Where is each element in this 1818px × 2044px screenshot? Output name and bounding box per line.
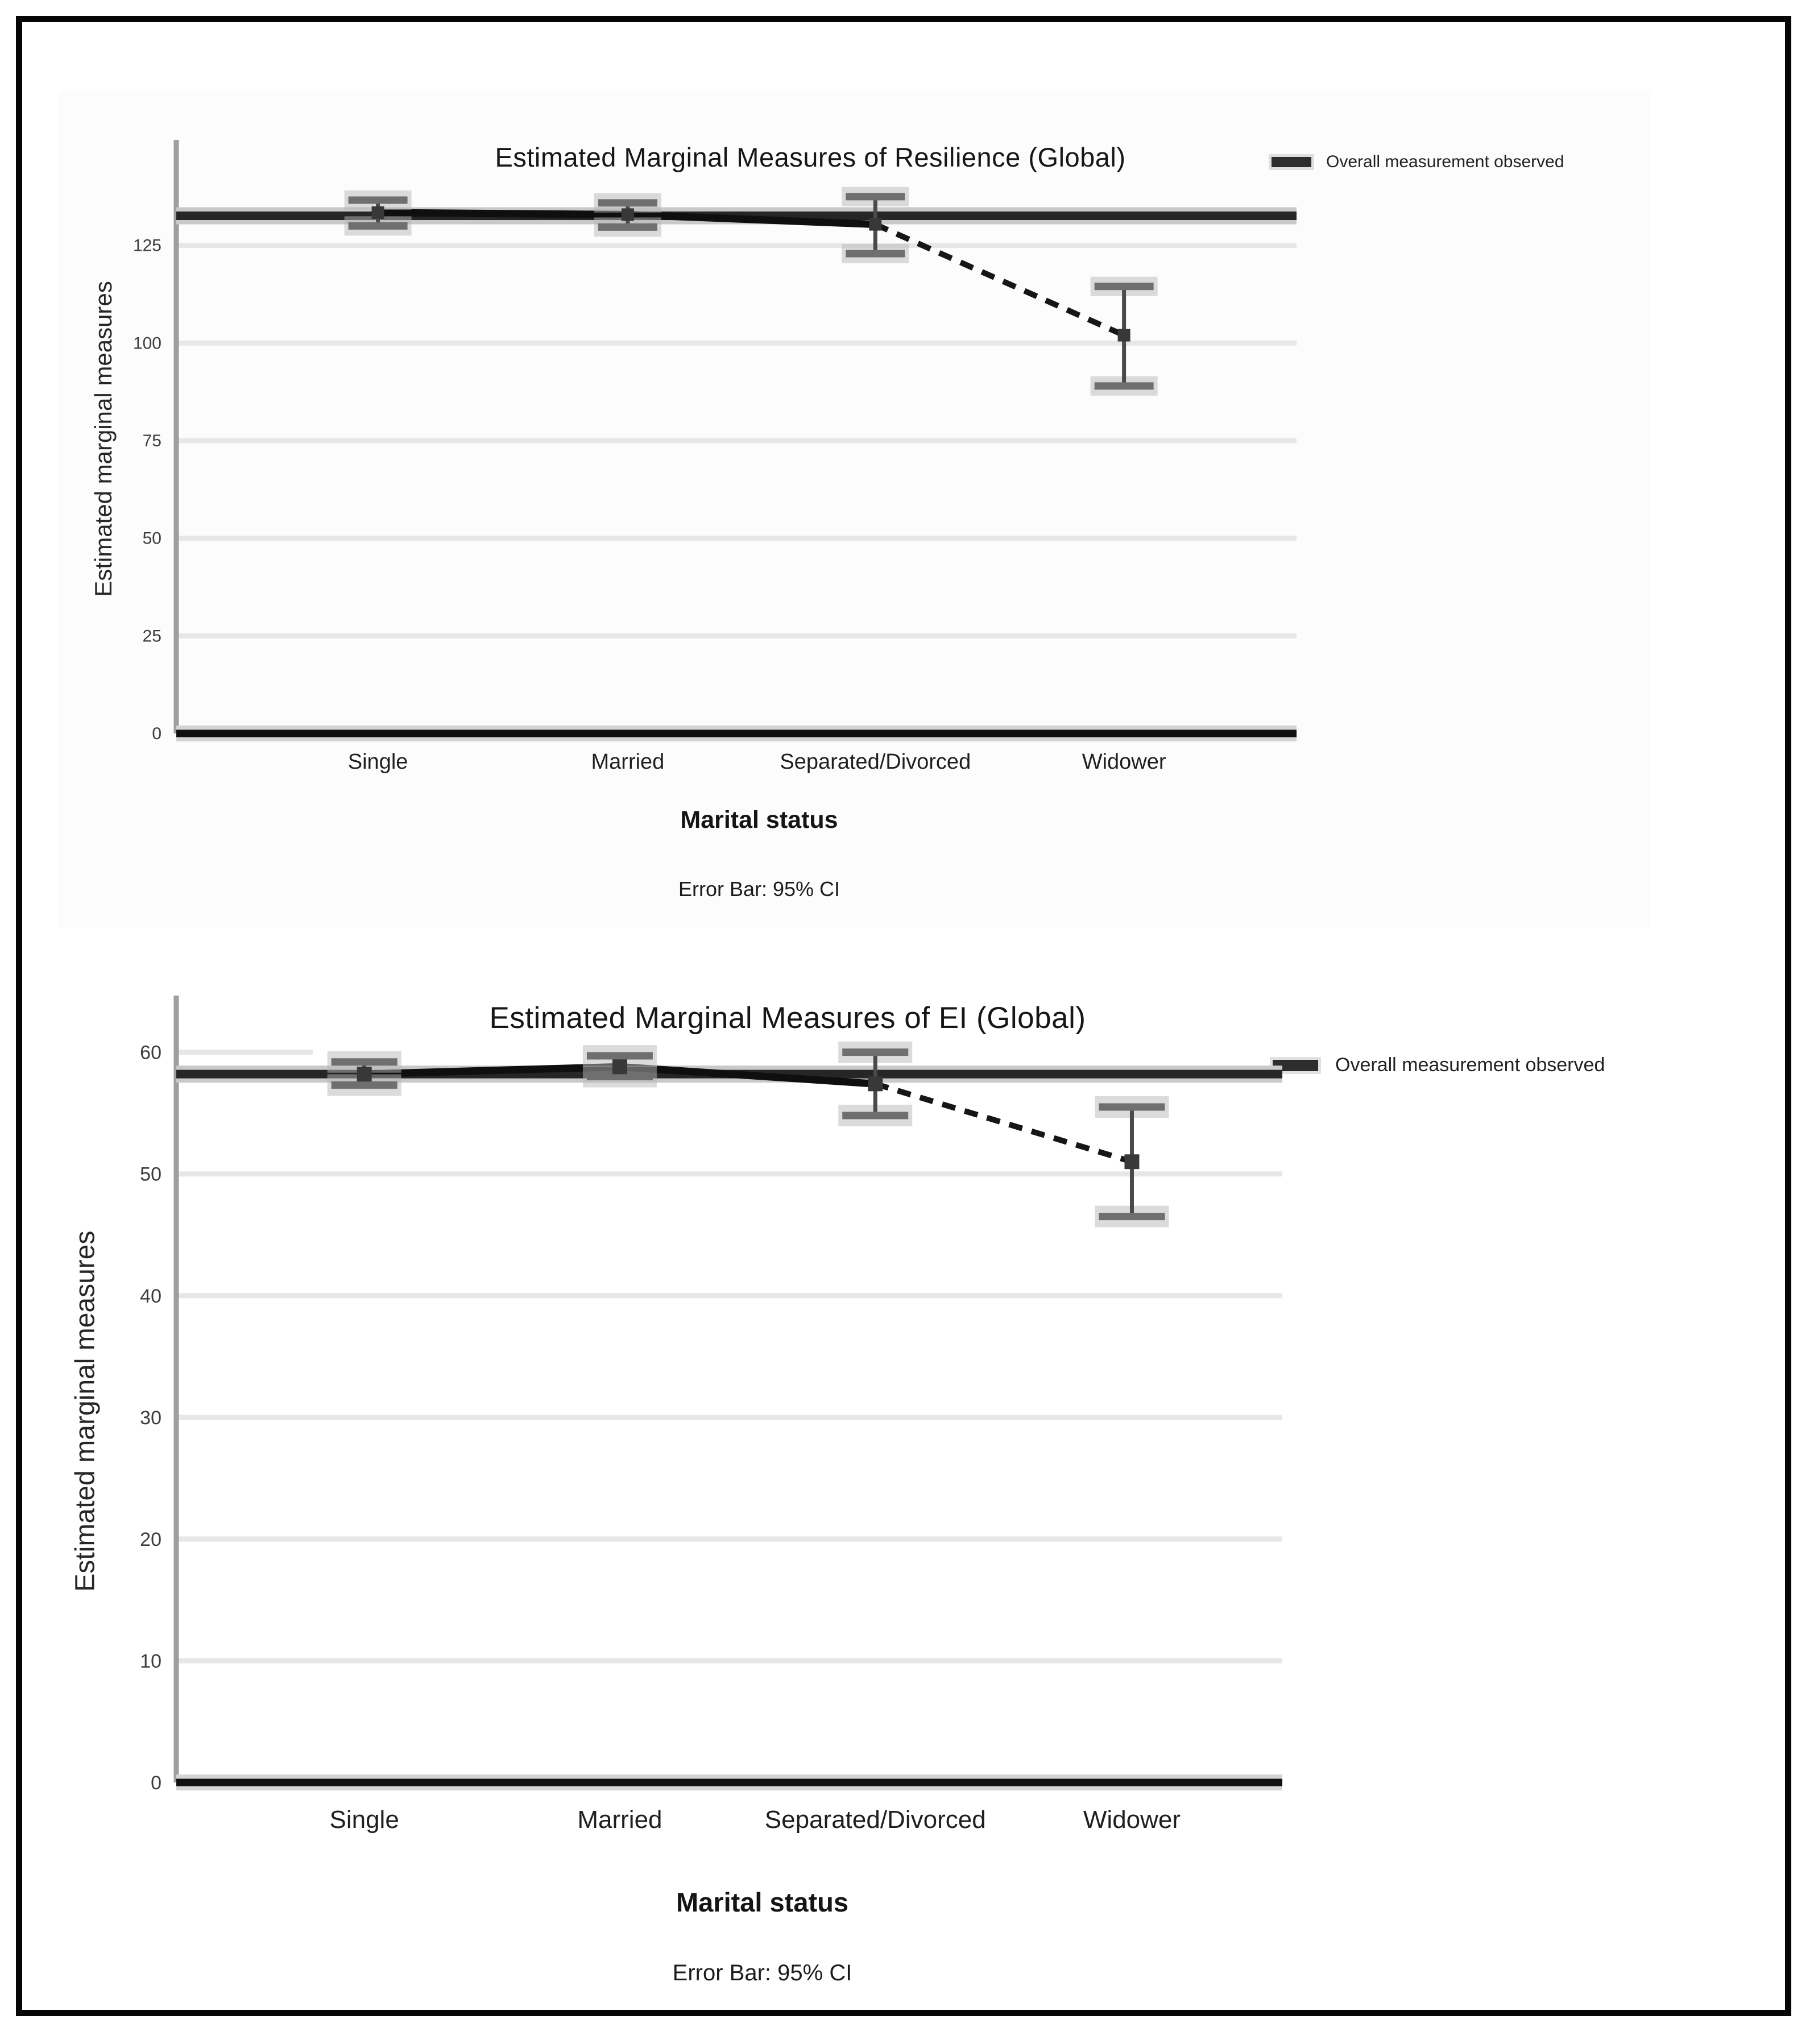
data-line-dashed xyxy=(874,1081,1133,1165)
y-tick-label: 30 xyxy=(140,1407,161,1429)
legend-label: Overall measurement observed xyxy=(1326,152,1564,171)
mean-marker xyxy=(612,1059,627,1075)
plot-area: 0 25 50 75 100 125 Single Married Separated/Divo… xyxy=(133,140,1297,774)
category-label: Separated/Divorced xyxy=(780,750,971,774)
mean-marker xyxy=(357,1067,372,1082)
legend: Overall measurement observed xyxy=(1272,152,1564,172)
y-tick-label: 0 xyxy=(152,724,161,743)
chart-title: Estimated Marginal Measures of Resilienc… xyxy=(495,142,1126,172)
y-tick-label: 75 xyxy=(143,432,161,450)
mean-marker xyxy=(868,1076,883,1092)
y-tick-label: 25 xyxy=(143,627,161,645)
chart-title: Estimated Marginal Measures of EI (Globa… xyxy=(489,1001,1086,1035)
y-tick-label: 40 xyxy=(140,1286,161,1307)
data-line-dashed xyxy=(874,222,1125,338)
mean-marker xyxy=(1124,1154,1140,1170)
legend-line-swatch xyxy=(1272,157,1311,167)
y-tick-label: 50 xyxy=(143,529,161,548)
y-tick-label: 10 xyxy=(140,1651,161,1672)
mean-marker xyxy=(371,206,384,219)
y-tick-label: 60 xyxy=(140,1042,161,1064)
y-tick-label: 125 xyxy=(133,237,161,255)
error-bar-footnote: Error Bar: 95% CI xyxy=(672,1960,852,1985)
x-axis-title: Marital status xyxy=(680,806,838,834)
plot-area: 0 10 20 30 40 50 60 Single Married Separated/Divo… xyxy=(140,996,1282,1834)
y-tick-label: 0 xyxy=(151,1772,161,1794)
mean-marker xyxy=(621,208,634,221)
top-chart-panel xyxy=(58,91,1650,928)
category-label: Married xyxy=(591,750,665,774)
y-tick-label: 20 xyxy=(140,1529,161,1550)
legend-label: Overall measurement observed xyxy=(1335,1054,1605,1076)
y-axis-title: Estimated marginal measures xyxy=(70,1230,101,1592)
category-label: Single xyxy=(348,750,408,774)
error-bar-footnote: Error Bar: 95% CI xyxy=(678,877,840,901)
mean-marker xyxy=(869,218,882,231)
category-label: Widower xyxy=(1083,1806,1181,1834)
category-label: Separated/Divorced xyxy=(765,1806,986,1834)
category-label: Single xyxy=(329,1806,399,1834)
category-label: Widower xyxy=(1082,750,1166,774)
y-tick-label: 50 xyxy=(140,1164,161,1185)
category-label: Married xyxy=(577,1806,662,1834)
y-tick-label: 100 xyxy=(133,334,161,353)
legend: Overall measurement observed xyxy=(1273,1054,1605,1076)
x-axis-title: Marital status xyxy=(676,1887,848,1917)
mean-marker xyxy=(1117,329,1130,342)
legend-line-swatch xyxy=(1273,1059,1318,1071)
